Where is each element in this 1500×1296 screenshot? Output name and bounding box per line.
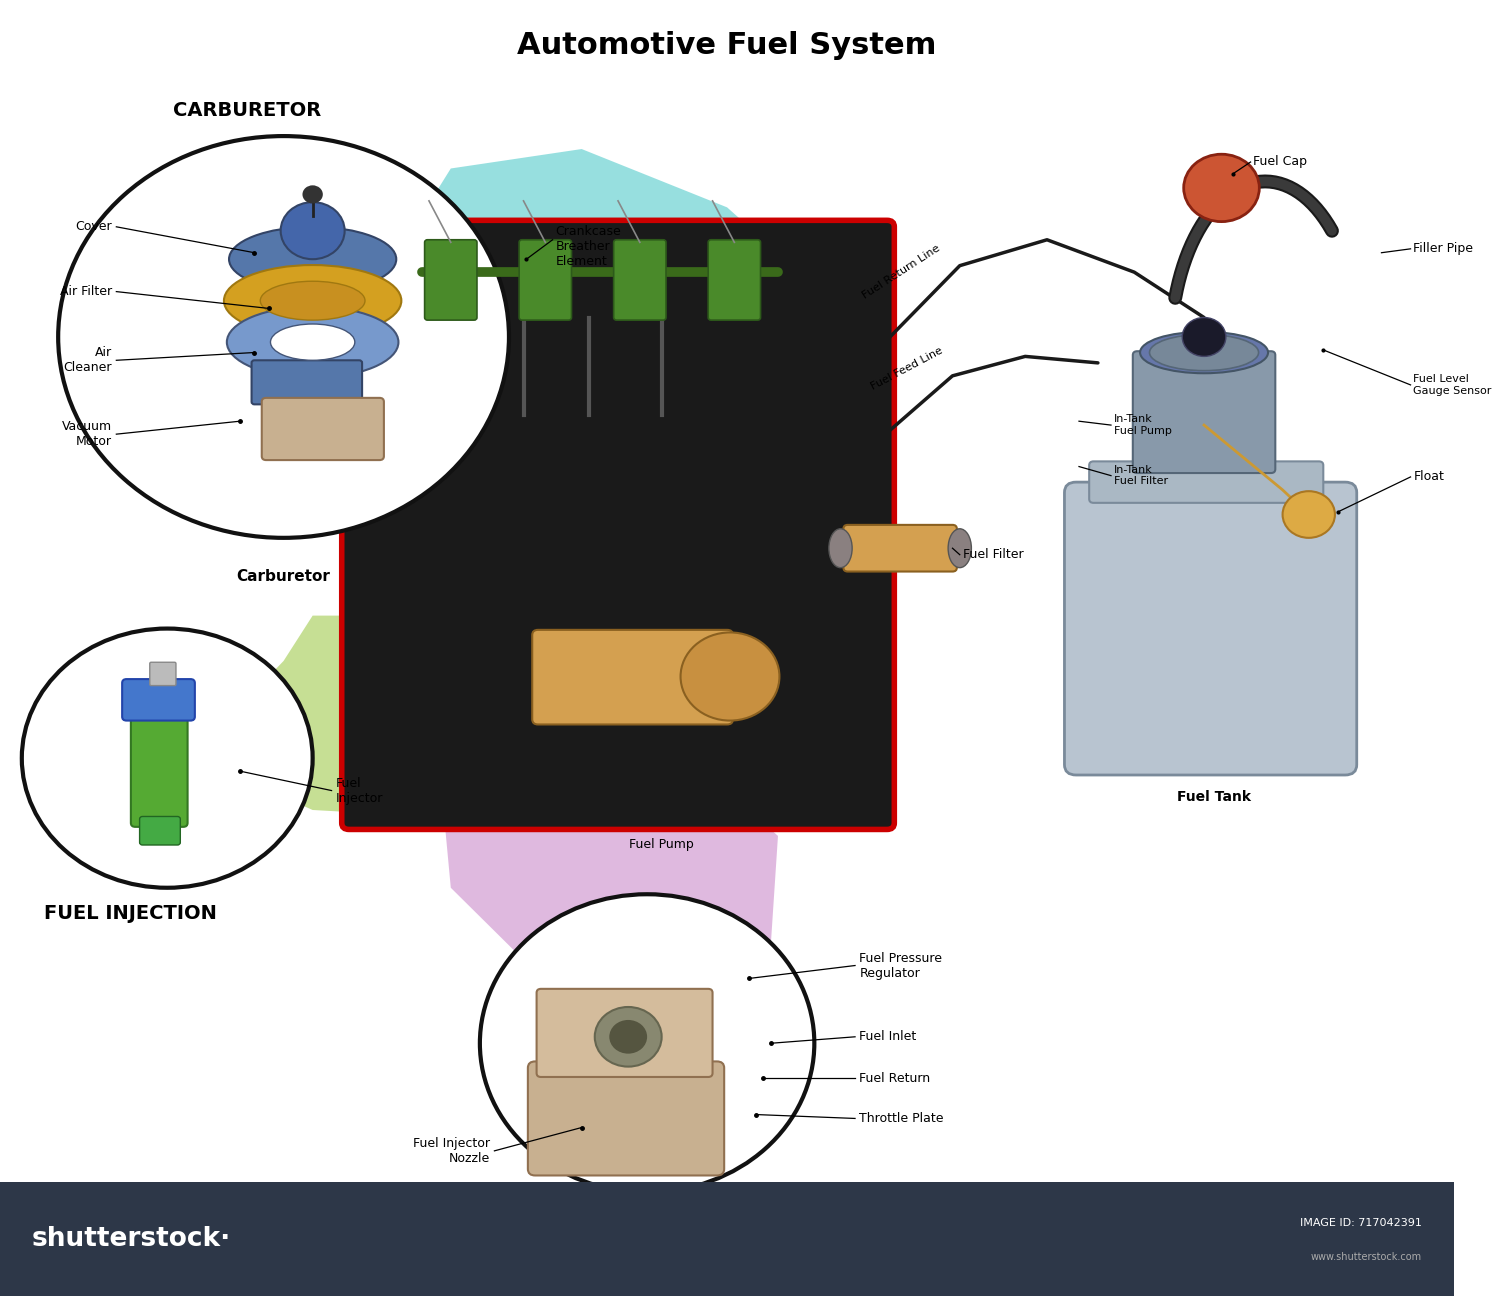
Ellipse shape <box>224 266 402 337</box>
Text: Fuel Level
Gauge Sensor: Fuel Level Gauge Sensor <box>1413 375 1492 395</box>
Text: Crankcase
Breather
Element: Crankcase Breather Element <box>555 224 621 268</box>
Circle shape <box>480 894 814 1192</box>
FancyBboxPatch shape <box>519 240 572 320</box>
Ellipse shape <box>270 324 356 360</box>
FancyBboxPatch shape <box>424 240 477 320</box>
Circle shape <box>681 632 780 721</box>
Circle shape <box>280 202 345 259</box>
Text: Throttle Plate: Throttle Plate <box>859 1112 944 1125</box>
Text: Filler Pipe: Filler Pipe <box>1413 242 1473 255</box>
Ellipse shape <box>226 306 399 378</box>
Ellipse shape <box>1140 332 1268 373</box>
Bar <box>0 1182 1454 1296</box>
FancyBboxPatch shape <box>150 662 176 686</box>
Ellipse shape <box>230 227 396 292</box>
Circle shape <box>596 1007 662 1067</box>
FancyBboxPatch shape <box>140 816 180 845</box>
FancyBboxPatch shape <box>708 240 760 320</box>
Text: Fuel Pressure
Regulator: Fuel Pressure Regulator <box>859 951 942 980</box>
FancyBboxPatch shape <box>528 1061 724 1175</box>
Text: CARBURETOR: CARBURETOR <box>172 101 321 119</box>
Text: Fuel Tank: Fuel Tank <box>1178 791 1251 804</box>
Text: FUEL INJECTION: FUEL INJECTION <box>44 905 216 923</box>
Text: Fuel Feed Line: Fuel Feed Line <box>870 345 945 391</box>
Circle shape <box>1282 491 1335 538</box>
Text: Vacuum
Motor: Vacuum Motor <box>62 420 112 448</box>
Text: Carburetor: Carburetor <box>237 569 330 584</box>
Text: Fuel Return Line: Fuel Return Line <box>861 244 942 301</box>
Text: www.shutterstock.com: www.shutterstock.com <box>1311 1252 1422 1262</box>
Circle shape <box>1182 318 1225 356</box>
Text: Fuel Return: Fuel Return <box>859 1072 930 1085</box>
FancyBboxPatch shape <box>843 525 957 572</box>
FancyBboxPatch shape <box>122 679 195 721</box>
Ellipse shape <box>261 281 364 320</box>
Text: Float: Float <box>1413 470 1444 483</box>
Circle shape <box>58 136 509 538</box>
Circle shape <box>1184 154 1260 222</box>
FancyBboxPatch shape <box>252 360 362 404</box>
Text: Automotive Fuel System: Automotive Fuel System <box>518 31 938 60</box>
Circle shape <box>303 185 322 203</box>
Text: In-Tank
Fuel Pump: In-Tank Fuel Pump <box>1114 415 1172 435</box>
Text: Air
Cleaner: Air Cleaner <box>63 346 112 375</box>
Text: In-Tank
Fuel Filter: In-Tank Fuel Filter <box>1114 465 1168 486</box>
Polygon shape <box>240 616 610 816</box>
FancyBboxPatch shape <box>1065 482 1356 775</box>
Text: Fuel Cap: Fuel Cap <box>1254 156 1308 168</box>
FancyBboxPatch shape <box>614 240 666 320</box>
Text: Air Filter: Air Filter <box>60 285 112 298</box>
Text: Fuel Inlet: Fuel Inlet <box>859 1030 916 1043</box>
Text: IMAGE ID: 717042391: IMAGE ID: 717042391 <box>1300 1218 1422 1229</box>
Ellipse shape <box>948 529 972 568</box>
Text: Fuel
Injector: Fuel Injector <box>336 776 384 805</box>
Text: Fuel Pump: Fuel Pump <box>630 839 694 851</box>
Text: Fuel Injector
Nozzle: Fuel Injector Nozzle <box>413 1137 491 1165</box>
Circle shape <box>609 1020 646 1054</box>
Circle shape <box>22 629 312 888</box>
Text: THROTTLE BODY: THROTTLE BODY <box>506 1225 687 1243</box>
FancyBboxPatch shape <box>537 989 712 1077</box>
FancyBboxPatch shape <box>130 709 188 827</box>
FancyBboxPatch shape <box>1132 351 1275 473</box>
Ellipse shape <box>1149 334 1258 371</box>
Text: Fuel Filter: Fuel Filter <box>963 548 1023 561</box>
Text: shutterstock·: shutterstock· <box>32 1226 231 1252</box>
Polygon shape <box>444 745 778 991</box>
Text: Cover: Cover <box>75 220 112 233</box>
Ellipse shape <box>830 529 852 568</box>
Polygon shape <box>334 149 815 415</box>
FancyBboxPatch shape <box>342 220 894 829</box>
FancyBboxPatch shape <box>262 398 384 460</box>
FancyBboxPatch shape <box>1089 461 1323 503</box>
FancyBboxPatch shape <box>532 630 734 724</box>
